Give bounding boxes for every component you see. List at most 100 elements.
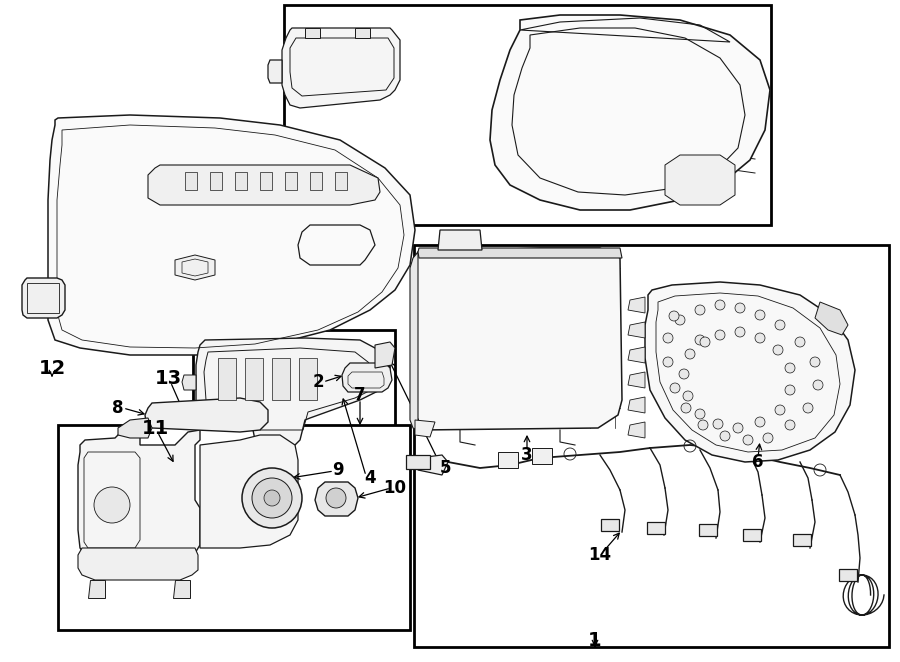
Bar: [335, 172, 347, 190]
Text: 3: 3: [521, 446, 533, 464]
Polygon shape: [173, 580, 190, 598]
Circle shape: [264, 490, 280, 506]
Polygon shape: [418, 455, 448, 475]
Circle shape: [94, 487, 130, 523]
Polygon shape: [628, 322, 645, 338]
Polygon shape: [410, 252, 418, 430]
Polygon shape: [48, 115, 415, 355]
Polygon shape: [145, 398, 268, 432]
Text: 6: 6: [752, 453, 764, 471]
Polygon shape: [665, 155, 735, 205]
Circle shape: [785, 420, 795, 430]
Bar: [260, 172, 272, 190]
Circle shape: [733, 423, 743, 433]
Circle shape: [681, 403, 691, 413]
Bar: [743, 529, 761, 541]
Text: 13: 13: [155, 369, 182, 387]
Polygon shape: [22, 278, 65, 318]
Polygon shape: [645, 282, 855, 462]
Circle shape: [700, 337, 710, 347]
Bar: [27, 283, 59, 313]
Circle shape: [720, 431, 730, 441]
Circle shape: [663, 357, 673, 367]
Bar: [193, 330, 395, 465]
Polygon shape: [628, 372, 645, 388]
Circle shape: [773, 345, 783, 355]
Circle shape: [775, 320, 785, 330]
Polygon shape: [413, 248, 622, 430]
Bar: [601, 519, 619, 531]
Circle shape: [735, 327, 745, 337]
Polygon shape: [78, 428, 200, 565]
Bar: [406, 455, 430, 469]
Circle shape: [785, 363, 795, 373]
Circle shape: [695, 335, 705, 345]
Circle shape: [685, 349, 695, 359]
Text: 5: 5: [439, 459, 451, 477]
Polygon shape: [175, 255, 215, 280]
Circle shape: [775, 405, 785, 415]
Circle shape: [669, 311, 679, 321]
Polygon shape: [375, 342, 395, 368]
Circle shape: [670, 383, 680, 393]
Bar: [498, 452, 518, 468]
Polygon shape: [218, 358, 236, 400]
Bar: [699, 524, 717, 536]
Text: 11: 11: [141, 418, 168, 438]
Text: 8: 8: [112, 399, 124, 417]
Polygon shape: [78, 548, 198, 580]
Polygon shape: [148, 165, 380, 205]
Polygon shape: [815, 302, 848, 335]
Circle shape: [698, 420, 708, 430]
Text: 9: 9: [332, 461, 344, 479]
Polygon shape: [196, 338, 390, 445]
Text: 10: 10: [383, 479, 407, 497]
Polygon shape: [342, 363, 392, 392]
Circle shape: [663, 333, 673, 343]
Circle shape: [695, 409, 705, 419]
Polygon shape: [438, 230, 482, 250]
Polygon shape: [200, 435, 298, 548]
Polygon shape: [299, 358, 317, 400]
Circle shape: [785, 385, 795, 395]
Polygon shape: [245, 358, 263, 400]
Text: 7: 7: [355, 386, 365, 404]
Text: 4: 4: [364, 469, 376, 487]
Polygon shape: [118, 418, 152, 438]
Text: 2: 2: [312, 373, 324, 391]
Circle shape: [803, 403, 813, 413]
Polygon shape: [628, 347, 645, 363]
Bar: [647, 522, 665, 534]
Polygon shape: [282, 28, 400, 108]
Circle shape: [242, 468, 302, 528]
Circle shape: [743, 435, 753, 445]
Text: 1: 1: [589, 630, 602, 649]
Polygon shape: [628, 397, 645, 413]
Polygon shape: [182, 375, 196, 390]
Circle shape: [715, 330, 725, 340]
Bar: [414, 245, 889, 647]
Bar: [839, 569, 857, 581]
Circle shape: [763, 433, 773, 443]
Text: 14: 14: [589, 546, 612, 564]
Bar: [210, 172, 222, 190]
Polygon shape: [305, 28, 320, 38]
Circle shape: [695, 305, 705, 315]
Circle shape: [713, 419, 723, 429]
Circle shape: [252, 478, 292, 518]
Circle shape: [755, 333, 765, 343]
Circle shape: [715, 300, 725, 310]
Polygon shape: [628, 297, 645, 313]
Circle shape: [755, 417, 765, 427]
Polygon shape: [490, 15, 770, 210]
Polygon shape: [88, 580, 105, 598]
Bar: [185, 172, 197, 190]
Circle shape: [679, 369, 689, 379]
Circle shape: [326, 488, 346, 508]
Bar: [532, 448, 552, 464]
Circle shape: [795, 337, 805, 347]
Polygon shape: [268, 60, 282, 83]
Circle shape: [735, 303, 745, 313]
Polygon shape: [628, 422, 645, 438]
Bar: [310, 172, 322, 190]
